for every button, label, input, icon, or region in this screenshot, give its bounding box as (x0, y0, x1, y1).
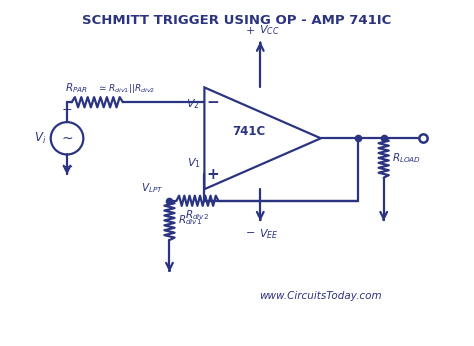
Text: $+$: $+$ (62, 103, 73, 116)
Text: $R_{div1}$: $R_{div1}$ (178, 213, 202, 227)
Text: $V_2$: $V_2$ (186, 98, 200, 111)
Text: $-$: $-$ (61, 159, 73, 173)
Text: $V_{EE}$: $V_{EE}$ (259, 228, 279, 242)
Text: $+$: $+$ (245, 25, 255, 36)
Text: +: + (206, 167, 219, 182)
Text: $\simeq R_{div1}||R_{div2}$: $\simeq R_{div1}||R_{div2}$ (97, 82, 155, 95)
Text: $V_i$: $V_i$ (34, 131, 46, 146)
Text: $R_{LOAD}$: $R_{LOAD}$ (392, 151, 421, 165)
Text: $R_{PAR}$: $R_{PAR}$ (65, 81, 88, 95)
Text: $V_1$: $V_1$ (187, 156, 201, 170)
Text: −: − (206, 95, 219, 110)
Text: 741C: 741C (232, 125, 265, 138)
Text: $R_{div2}$: $R_{div2}$ (185, 209, 210, 222)
Text: $V_{CC}$: $V_{CC}$ (259, 23, 280, 37)
Text: $-$: $-$ (245, 226, 255, 236)
Text: $V_{LPT}$: $V_{LPT}$ (141, 181, 164, 195)
Text: SCHMITT TRIGGER USING OP - AMP 741IC: SCHMITT TRIGGER USING OP - AMP 741IC (82, 14, 392, 27)
Text: ~: ~ (61, 131, 73, 145)
Text: www.CircuitsToday.com: www.CircuitsToday.com (259, 291, 382, 301)
